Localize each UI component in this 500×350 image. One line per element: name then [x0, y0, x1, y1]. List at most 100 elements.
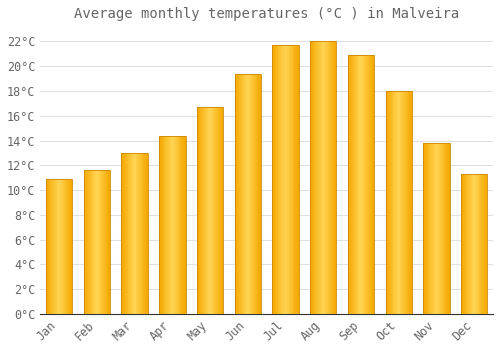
Bar	[295, 45, 296, 314]
Bar	[366, 55, 367, 314]
Bar	[424, 143, 425, 314]
Bar	[440, 143, 441, 314]
Bar	[281, 45, 282, 314]
Bar	[46, 179, 72, 314]
Bar	[276, 45, 278, 314]
Bar	[475, 174, 476, 314]
Bar	[283, 45, 284, 314]
Bar	[252, 74, 253, 314]
Bar	[466, 174, 467, 314]
Bar	[182, 135, 183, 314]
Bar	[210, 107, 211, 314]
Bar	[320, 41, 322, 314]
Bar	[84, 170, 86, 314]
Bar	[326, 41, 327, 314]
Bar	[126, 153, 128, 314]
Bar	[205, 107, 206, 314]
Bar	[368, 55, 369, 314]
Bar	[170, 135, 172, 314]
Bar	[358, 55, 359, 314]
Bar	[280, 45, 281, 314]
Bar	[290, 45, 291, 314]
Bar	[96, 170, 97, 314]
Bar	[202, 107, 203, 314]
Bar	[284, 45, 286, 314]
Bar	[297, 45, 298, 314]
Bar	[184, 135, 186, 314]
Bar	[272, 45, 273, 314]
Bar	[247, 74, 248, 314]
Bar	[208, 107, 209, 314]
Bar	[161, 135, 162, 314]
Bar	[242, 74, 244, 314]
Bar	[218, 107, 219, 314]
Bar	[254, 74, 255, 314]
Bar	[480, 174, 481, 314]
Title: Average monthly temperatures (°C ) in Malveira: Average monthly temperatures (°C ) in Ma…	[74, 7, 460, 21]
Bar	[470, 174, 472, 314]
Bar	[250, 74, 252, 314]
Bar	[146, 153, 147, 314]
Bar	[123, 153, 124, 314]
Bar	[481, 174, 482, 314]
Bar	[424, 143, 450, 314]
Bar	[138, 153, 139, 314]
Bar	[319, 41, 320, 314]
Bar	[50, 179, 51, 314]
Bar	[180, 135, 181, 314]
Bar	[427, 143, 428, 314]
Bar	[125, 153, 126, 314]
Bar	[164, 135, 166, 314]
Bar	[390, 91, 391, 314]
Bar	[405, 91, 406, 314]
Bar	[167, 135, 168, 314]
Bar	[328, 41, 330, 314]
Bar	[94, 170, 95, 314]
Bar	[444, 143, 446, 314]
Bar	[448, 143, 449, 314]
Bar	[361, 55, 362, 314]
Bar	[124, 153, 125, 314]
Bar	[477, 174, 478, 314]
Bar	[355, 55, 356, 314]
Bar	[168, 135, 169, 314]
Bar	[133, 153, 134, 314]
Bar	[400, 91, 402, 314]
Bar	[147, 153, 148, 314]
Bar	[246, 74, 247, 314]
Bar	[391, 91, 392, 314]
Bar	[136, 153, 138, 314]
Bar	[359, 55, 360, 314]
Bar	[197, 107, 224, 314]
Bar	[52, 179, 53, 314]
Bar	[66, 179, 67, 314]
Bar	[256, 74, 258, 314]
Bar	[245, 74, 246, 314]
Bar	[67, 179, 68, 314]
Bar	[389, 91, 390, 314]
Bar	[234, 74, 261, 314]
Bar	[172, 135, 173, 314]
Bar	[331, 41, 332, 314]
Bar	[214, 107, 216, 314]
Bar	[433, 143, 434, 314]
Bar	[367, 55, 368, 314]
Bar	[53, 179, 54, 314]
Bar	[122, 153, 148, 314]
Bar	[330, 41, 331, 314]
Bar	[430, 143, 431, 314]
Bar	[92, 170, 94, 314]
Bar	[141, 153, 142, 314]
Bar	[105, 170, 106, 314]
Bar	[447, 143, 448, 314]
Bar	[334, 41, 336, 314]
Bar	[292, 45, 294, 314]
Bar	[439, 143, 440, 314]
Bar	[54, 179, 55, 314]
Bar	[273, 45, 274, 314]
Bar	[461, 174, 462, 314]
Bar	[464, 174, 466, 314]
Bar	[217, 107, 218, 314]
Bar	[109, 170, 110, 314]
Bar	[203, 107, 204, 314]
